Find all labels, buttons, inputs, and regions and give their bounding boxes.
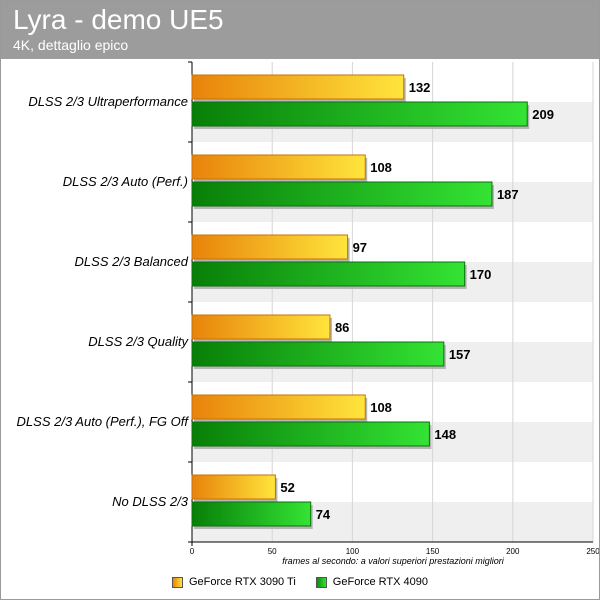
x-tick-label: 100 xyxy=(346,547,360,556)
bar-rtx3090ti xyxy=(191,394,366,420)
category-label: DLSS 2/3 Quality xyxy=(88,334,189,349)
category-label: DLSS 2/3 Balanced xyxy=(75,254,189,269)
value-label: 86 xyxy=(335,320,349,335)
legend-label-rtx3090ti: GeForce RTX 3090 Ti xyxy=(189,576,296,588)
value-label: 148 xyxy=(434,427,456,442)
value-label: 187 xyxy=(497,187,519,202)
legend-swatch-green xyxy=(315,576,327,588)
legend-swatch-orange xyxy=(172,576,183,588)
bar-rtx4090 xyxy=(191,501,312,527)
x-tick-label: 50 xyxy=(268,547,277,556)
value-label: 74 xyxy=(316,507,331,522)
category-label: No DLSS 2/3 xyxy=(112,494,189,509)
category-label: DLSS 2/3 Ultraperformance xyxy=(28,94,188,109)
chart-header: Lyra - demo UE5 4K, dettaglio epico xyxy=(1,1,599,59)
legend-item-rtx3090ti: GeForce RTX 3090 Ti xyxy=(172,576,296,588)
value-label: 108 xyxy=(370,160,392,175)
value-label: 52 xyxy=(280,480,294,495)
bar-rtx3090ti xyxy=(191,234,349,260)
x-tick-label: 150 xyxy=(426,547,440,556)
bar-rtx4090 xyxy=(191,181,493,207)
chart-subtitle: 4K, dettaglio epico xyxy=(13,37,129,53)
value-label: 97 xyxy=(353,240,367,255)
legend: GeForce RTX 3090 Ti GeForce RTX 4090 xyxy=(1,573,599,591)
value-label: 170 xyxy=(470,267,492,282)
legend-item-rtx4090: GeForce RTX 4090 xyxy=(315,576,428,588)
value-label: 132 xyxy=(409,80,431,95)
bar-rtx4090 xyxy=(191,341,445,367)
x-tick-label: 200 xyxy=(506,547,520,556)
category-label: DLSS 2/3 Auto (Perf.) xyxy=(63,174,188,189)
bar-rtx3090ti xyxy=(191,474,276,500)
bar-rtx4090 xyxy=(191,261,466,287)
bar-rtx3090ti xyxy=(191,314,331,340)
bar-rtx3090ti xyxy=(191,154,366,180)
bar-rtx4090 xyxy=(191,421,430,447)
value-label: 108 xyxy=(370,400,392,415)
bar-rtx4090 xyxy=(191,101,528,127)
legend-label-rtx4090: GeForce RTX 4090 xyxy=(332,576,428,588)
value-label: 157 xyxy=(449,347,471,362)
x-tick-label: 0 xyxy=(190,547,195,556)
bar-rtx3090ti xyxy=(191,74,405,100)
x-axis-title: frames al secondo: a valori superiori pr… xyxy=(282,556,505,566)
value-label: 209 xyxy=(532,107,554,122)
category-label: DLSS 2/3 Auto (Perf.), FG Off xyxy=(17,414,190,429)
x-tick-label: 250 xyxy=(586,547,599,556)
chart-title: Lyra - demo UE5 xyxy=(13,4,224,35)
